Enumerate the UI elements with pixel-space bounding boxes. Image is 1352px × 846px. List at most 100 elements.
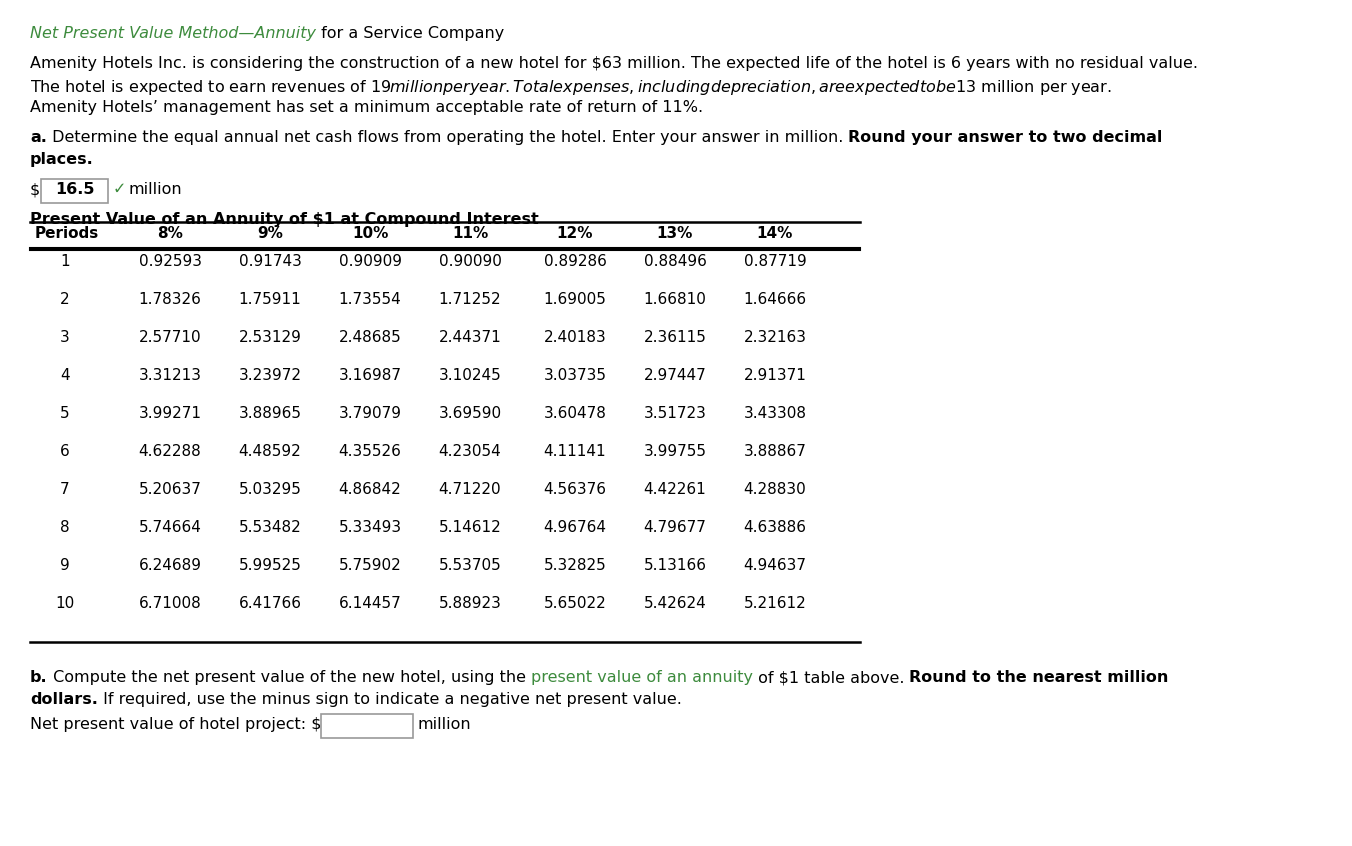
Text: 3.03735: 3.03735	[544, 368, 607, 383]
Text: 0.90909: 0.90909	[338, 254, 402, 269]
Text: 1.66810: 1.66810	[644, 292, 707, 307]
Text: 6.71008: 6.71008	[139, 596, 201, 611]
Text: Round your answer to two decimal: Round your answer to two decimal	[848, 130, 1163, 145]
Text: 4.86842: 4.86842	[338, 482, 402, 497]
Text: million: million	[418, 717, 470, 732]
Text: 11%: 11%	[452, 226, 488, 241]
Text: 5.75902: 5.75902	[338, 558, 402, 573]
Text: 10: 10	[55, 596, 74, 611]
Text: 4.48592: 4.48592	[238, 444, 301, 459]
Text: 3.23972: 3.23972	[238, 368, 301, 383]
Text: Present Value of an Annuity of $1 at Compound Interest: Present Value of an Annuity of $1 at Com…	[30, 212, 538, 227]
Text: 5.14612: 5.14612	[438, 520, 502, 535]
Text: 9: 9	[59, 558, 70, 573]
Text: 4.96764: 4.96764	[544, 520, 607, 535]
Text: 5.32825: 5.32825	[544, 558, 607, 573]
Text: 3.69590: 3.69590	[438, 406, 502, 421]
FancyBboxPatch shape	[42, 179, 108, 203]
Text: 2.40183: 2.40183	[544, 330, 607, 345]
Text: 2.32163: 2.32163	[744, 330, 807, 345]
Text: 3.88965: 3.88965	[238, 406, 301, 421]
Text: 5.42624: 5.42624	[644, 596, 706, 611]
Text: 5.03295: 5.03295	[238, 482, 301, 497]
Text: 4.35526: 4.35526	[338, 444, 402, 459]
Text: 4.79677: 4.79677	[644, 520, 707, 535]
Text: 5.33493: 5.33493	[338, 520, 402, 535]
Text: 0.89286: 0.89286	[544, 254, 607, 269]
Text: present value of an annuity: present value of an annuity	[531, 670, 753, 685]
Text: 5.99525: 5.99525	[238, 558, 301, 573]
Text: 0.92593: 0.92593	[138, 254, 201, 269]
Text: 1.78326: 1.78326	[138, 292, 201, 307]
Text: 3.16987: 3.16987	[338, 368, 402, 383]
FancyBboxPatch shape	[320, 714, 412, 738]
Text: 4.71220: 4.71220	[438, 482, 502, 497]
Text: Amenity Hotels Inc. is considering the construction of a new hotel for $63 milli: Amenity Hotels Inc. is considering the c…	[30, 56, 1198, 71]
Text: 2.53129: 2.53129	[238, 330, 301, 345]
Text: 3.79079: 3.79079	[338, 406, 402, 421]
Text: dollars.: dollars.	[30, 692, 97, 707]
Text: 3: 3	[59, 330, 70, 345]
Text: 1.73554: 1.73554	[338, 292, 402, 307]
Text: 5.88923: 5.88923	[438, 596, 502, 611]
Text: 5: 5	[61, 406, 70, 421]
Text: of $1 table above.: of $1 table above.	[753, 670, 910, 685]
Text: Determine the equal annual net cash flows from operating the hotel. Enter your a: Determine the equal annual net cash flow…	[47, 130, 848, 145]
Text: 1: 1	[61, 254, 70, 269]
Text: 3.99271: 3.99271	[138, 406, 201, 421]
Text: Compute the net present value of the new hotel, using the: Compute the net present value of the new…	[47, 670, 531, 685]
Text: ✓: ✓	[112, 182, 126, 197]
Text: 0.87719: 0.87719	[744, 254, 806, 269]
Text: 13%: 13%	[657, 226, 694, 241]
Text: 3.51723: 3.51723	[644, 406, 707, 421]
Text: 6.41766: 6.41766	[238, 596, 301, 611]
Text: Net Present Value Method—Annuity: Net Present Value Method—Annuity	[30, 26, 316, 41]
Text: 14%: 14%	[757, 226, 794, 241]
Text: 4.94637: 4.94637	[744, 558, 807, 573]
Text: a.: a.	[30, 130, 47, 145]
Text: $: $	[30, 182, 41, 197]
Text: 7: 7	[61, 482, 70, 497]
Text: 4.42261: 4.42261	[644, 482, 706, 497]
Text: 10%: 10%	[352, 226, 388, 241]
Text: 4.23054: 4.23054	[438, 444, 502, 459]
Text: If required, use the minus sign to indicate a negative net present value.: If required, use the minus sign to indic…	[97, 692, 681, 707]
Text: 9%: 9%	[257, 226, 283, 241]
Text: 4: 4	[61, 368, 70, 383]
Text: 4.62288: 4.62288	[139, 444, 201, 459]
Text: 1.71252: 1.71252	[438, 292, 502, 307]
Text: 5.53482: 5.53482	[238, 520, 301, 535]
Text: 5.21612: 5.21612	[744, 596, 806, 611]
Text: 4.56376: 4.56376	[544, 482, 607, 497]
Text: 3.43308: 3.43308	[744, 406, 807, 421]
Text: 4.63886: 4.63886	[744, 520, 807, 535]
Text: 3.88867: 3.88867	[744, 444, 806, 459]
Text: Periods: Periods	[35, 226, 99, 241]
Text: million: million	[128, 182, 183, 197]
Text: 2.44371: 2.44371	[438, 330, 502, 345]
Text: 5.74664: 5.74664	[138, 520, 201, 535]
Text: Net present value of hotel project: $: Net present value of hotel project: $	[30, 717, 322, 732]
Text: 0.88496: 0.88496	[644, 254, 707, 269]
Text: 0.91743: 0.91743	[238, 254, 301, 269]
Text: 6.14457: 6.14457	[338, 596, 402, 611]
Text: 5.53705: 5.53705	[438, 558, 502, 573]
Text: 6.24689: 6.24689	[138, 558, 201, 573]
Text: 5.20637: 5.20637	[138, 482, 201, 497]
Text: 1.64666: 1.64666	[744, 292, 807, 307]
Text: Amenity Hotels’ management has set a minimum acceptable rate of return of 11%.: Amenity Hotels’ management has set a min…	[30, 100, 703, 115]
Text: 2: 2	[61, 292, 70, 307]
Text: 3.99755: 3.99755	[644, 444, 707, 459]
Text: 2.57710: 2.57710	[139, 330, 201, 345]
Text: 1.69005: 1.69005	[544, 292, 607, 307]
Text: places.: places.	[30, 152, 93, 167]
Text: The hotel is expected to earn revenues of $19 million per year. Total expenses, : The hotel is expected to earn revenues o…	[30, 78, 1111, 97]
Text: 6: 6	[59, 444, 70, 459]
Text: 3.60478: 3.60478	[544, 406, 607, 421]
Text: 0.90090: 0.90090	[438, 254, 502, 269]
Text: 2.97447: 2.97447	[644, 368, 706, 383]
Text: for a Service Company: for a Service Company	[316, 26, 504, 41]
Text: 2.36115: 2.36115	[644, 330, 707, 345]
Text: 16.5: 16.5	[55, 182, 95, 197]
Text: 2.48685: 2.48685	[338, 330, 402, 345]
